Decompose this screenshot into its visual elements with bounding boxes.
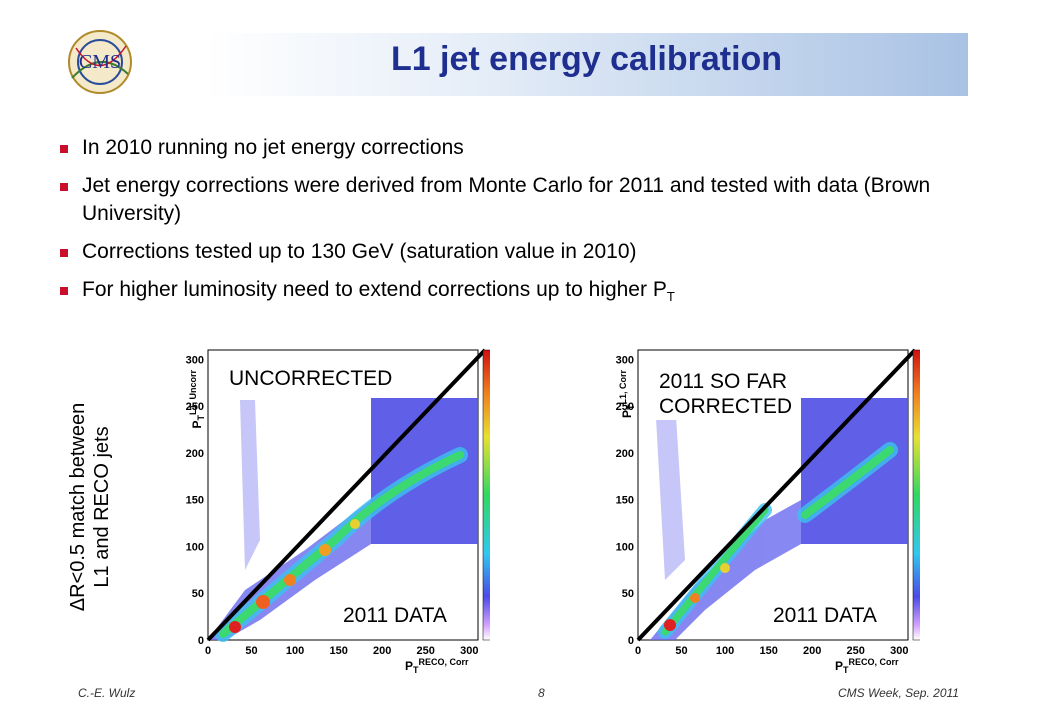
bullet-item: For higher luminosity need to extend cor… bbox=[60, 276, 1020, 311]
bullet-text: Jet energy corrections were derived from… bbox=[82, 174, 931, 225]
x-tick-label: 50 bbox=[675, 645, 687, 657]
y-tick-label: 150 bbox=[616, 495, 634, 507]
overlay-2011-data: 2011 DATA bbox=[337, 602, 453, 629]
bullet-text: In 2010 running no jet energy correction… bbox=[82, 136, 464, 159]
ridge-corrected bbox=[658, 442, 898, 639]
bullet-marker bbox=[60, 183, 68, 191]
bullet-item: Jet energy corrections were derived from… bbox=[60, 172, 1020, 228]
bullet-marker bbox=[60, 249, 68, 257]
y-tick-label: 0 bbox=[198, 635, 204, 647]
x-tick-label: 200 bbox=[803, 645, 821, 657]
y-tick-label: 200 bbox=[616, 448, 634, 460]
footer-left: C.-E. Wulz bbox=[78, 686, 136, 700]
cms-logo: CMS bbox=[66, 28, 134, 96]
x-tick-label: 300 bbox=[890, 645, 908, 657]
x-tick-label: 0 bbox=[635, 645, 641, 657]
y-axis-label: PTL1, Corr bbox=[618, 370, 636, 419]
diagonal-reference-line bbox=[206, 348, 487, 642]
overlay-2011-data: 2011 DATA bbox=[767, 602, 883, 629]
heatmap-svg: 05010015020025030005010015020025030000.0… bbox=[186, 348, 518, 675]
plot-corrected: 05010015020025030005010015020025030000.0… bbox=[595, 340, 948, 675]
y-tick-label: 300 bbox=[616, 354, 634, 366]
side-label-line1: ΔR<0.5 match between bbox=[67, 402, 89, 612]
colorbar bbox=[482, 349, 494, 641]
x-tick-label: 50 bbox=[245, 645, 257, 657]
overlay-so-far-corrected: 2011 SO FAR CORRECTED bbox=[653, 368, 799, 420]
footer-page-number: 8 bbox=[538, 686, 545, 700]
bullet-marker bbox=[60, 287, 68, 295]
ridge-uncorrected bbox=[215, 447, 468, 642]
y-tick-label: 0 bbox=[628, 635, 634, 647]
y-tick-label: 100 bbox=[616, 541, 634, 553]
side-axis-label: ΔR<0.5 match between L1 and RECO jets bbox=[66, 362, 114, 652]
footer-right: CMS Week, Sep. 2011 bbox=[838, 686, 959, 700]
x-tick-label: 300 bbox=[460, 645, 478, 657]
x-axis-label: PTRECO, Corr bbox=[405, 657, 469, 675]
x-tick-label: 100 bbox=[716, 645, 734, 657]
x-axis-label: PTRECO, Corr bbox=[835, 657, 899, 675]
y-axis-label: PTL1, Uncorr bbox=[188, 370, 206, 429]
diagonal-reference-line bbox=[636, 348, 917, 642]
bullet-list: In 2010 running no jet energy correction… bbox=[60, 134, 1020, 321]
y-tick-label: 300 bbox=[186, 354, 204, 366]
overlay-line2: CORRECTED bbox=[659, 395, 793, 418]
y-tick-label: 100 bbox=[186, 541, 204, 553]
cms-logo-text: CMS bbox=[79, 51, 121, 73]
overlay-uncorrected: UNCORRECTED bbox=[223, 365, 399, 392]
x-tick-label: 200 bbox=[373, 645, 391, 657]
bullet-subscript: T bbox=[666, 289, 675, 305]
x-tick-label: 0 bbox=[205, 645, 211, 657]
bullet-item: In 2010 running no jet energy correction… bbox=[60, 134, 1020, 162]
slide-title: L1 jet energy calibration bbox=[390, 40, 783, 78]
x-tick-label: 250 bbox=[847, 645, 865, 657]
bullet-text: For higher luminosity need to extend cor… bbox=[82, 278, 667, 301]
plot-uncorrected: 05010015020025030005010015020025030000.0… bbox=[165, 340, 518, 675]
title-band bbox=[205, 33, 968, 96]
overlay-line1: 2011 SO FAR bbox=[659, 370, 788, 393]
bullet-text: Corrections tested up to 130 GeV (satura… bbox=[82, 240, 637, 263]
x-tick-label: 250 bbox=[417, 645, 435, 657]
colorbar bbox=[912, 349, 924, 641]
y-tick-label: 150 bbox=[186, 495, 204, 507]
bullet-item: Corrections tested up to 130 GeV (satura… bbox=[60, 238, 1020, 266]
x-tick-label: 150 bbox=[759, 645, 777, 657]
y-tick-label: 250 bbox=[616, 401, 634, 413]
y-tick-label: 250 bbox=[186, 401, 204, 413]
x-tick-label: 150 bbox=[329, 645, 347, 657]
y-tick-label: 50 bbox=[192, 588, 204, 600]
y-tick-label: 200 bbox=[186, 448, 204, 460]
bullet-marker bbox=[60, 145, 68, 153]
side-label-line2: L1 and RECO jets bbox=[91, 426, 113, 588]
y-tick-label: 50 bbox=[622, 588, 634, 600]
x-tick-label: 100 bbox=[286, 645, 304, 657]
